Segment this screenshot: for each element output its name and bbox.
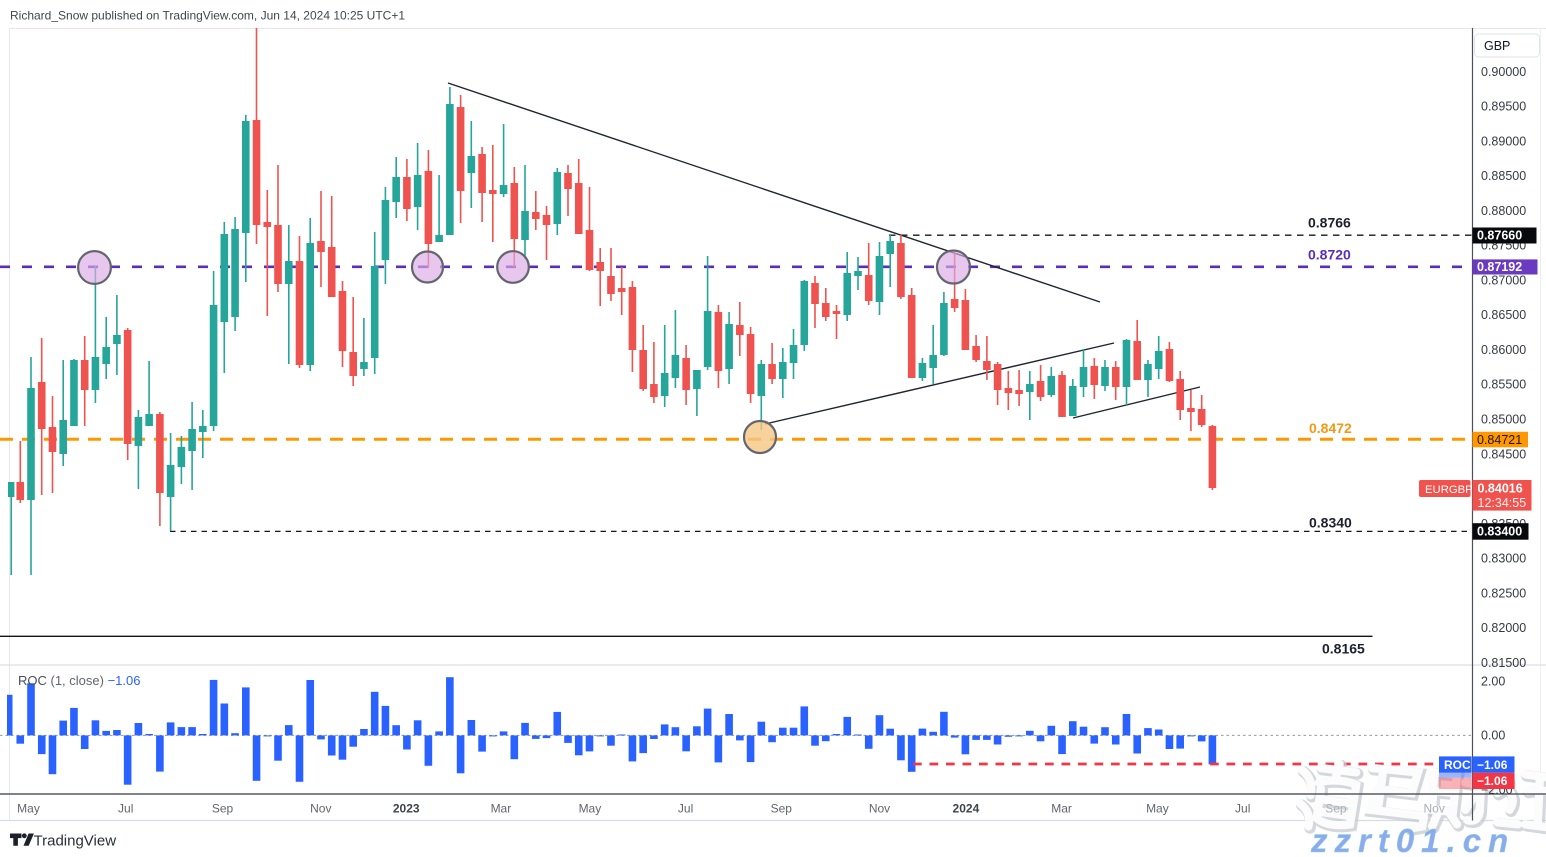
svg-text:0.8340: 0.8340: [1309, 515, 1352, 531]
svg-text:0.89000: 0.89000: [1481, 134, 1526, 148]
svg-text:0.84016: 0.84016: [1478, 482, 1523, 496]
svg-text:ROC: ROC: [1444, 758, 1471, 772]
svg-text:Mar: Mar: [491, 802, 512, 816]
svg-text:2024: 2024: [953, 802, 980, 816]
svg-text:TradingView: TradingView: [34, 832, 117, 849]
svg-text:0.85000: 0.85000: [1481, 413, 1526, 427]
svg-text:0.00: 0.00: [1481, 729, 1505, 743]
svg-text:Sep: Sep: [771, 802, 793, 816]
svg-text:0.83400: 0.83400: [1477, 525, 1522, 539]
svg-text:0.84721: 0.84721: [1477, 433, 1522, 447]
svg-text:0.8766: 0.8766: [1308, 215, 1351, 231]
svg-text:0.87660: 0.87660: [1477, 229, 1522, 243]
svg-text:−1.06: −1.06: [1477, 758, 1508, 772]
svg-text:Jul: Jul: [1235, 802, 1250, 816]
svg-text:2.00: 2.00: [1481, 674, 1505, 688]
svg-text:0.83000: 0.83000: [1481, 552, 1526, 566]
svg-text:Richard_Snow published on Trad: Richard_Snow published on TradingView.co…: [10, 9, 405, 23]
svg-text:0.89500: 0.89500: [1481, 100, 1526, 114]
svg-text:0.87192: 0.87192: [1477, 260, 1522, 274]
svg-text:2023: 2023: [393, 802, 420, 816]
svg-text:zzrt01.cn: zzrt01.cn: [1310, 822, 1515, 857]
svg-text:May: May: [1146, 802, 1169, 816]
svg-text:Nov: Nov: [1424, 802, 1445, 816]
svg-text:0.87000: 0.87000: [1481, 273, 1526, 287]
svg-text:0.81500: 0.81500: [1481, 656, 1526, 670]
svg-text:Nov: Nov: [310, 802, 331, 816]
svg-text:0.88000: 0.88000: [1481, 204, 1526, 218]
svg-text:May: May: [579, 802, 602, 816]
svg-text:Sep: Sep: [1325, 802, 1347, 816]
svg-text:GBP: GBP: [1484, 39, 1510, 53]
svg-text:0.82000: 0.82000: [1481, 621, 1526, 635]
svg-text:−1.06: −1.06: [1477, 774, 1508, 788]
svg-text:0.88500: 0.88500: [1481, 169, 1526, 183]
svg-text:0.8720: 0.8720: [1308, 247, 1351, 263]
svg-text:Sep: Sep: [212, 802, 234, 816]
svg-text:0.90000: 0.90000: [1481, 65, 1526, 79]
svg-text:0.84500: 0.84500: [1481, 447, 1526, 461]
svg-text:May: May: [17, 802, 40, 816]
svg-text:ROC (1, close) −1.06: ROC (1, close) −1.06: [18, 673, 141, 688]
svg-text:0.8472: 0.8472: [1309, 420, 1352, 436]
svg-text:Jul: Jul: [118, 802, 133, 816]
svg-text:0.82500: 0.82500: [1481, 586, 1526, 600]
svg-text:Jul: Jul: [678, 802, 693, 816]
svg-text:0.8165: 0.8165: [1322, 641, 1365, 657]
svg-text:0.86500: 0.86500: [1481, 308, 1526, 322]
svg-text:Nov: Nov: [869, 802, 890, 816]
svg-text:12:34:55: 12:34:55: [1478, 496, 1527, 510]
svg-text:EURGBP: EURGBP: [1425, 484, 1473, 496]
svg-text:0.85500: 0.85500: [1481, 378, 1526, 392]
svg-text:0.86000: 0.86000: [1481, 343, 1526, 357]
svg-text:Mar: Mar: [1051, 802, 1072, 816]
